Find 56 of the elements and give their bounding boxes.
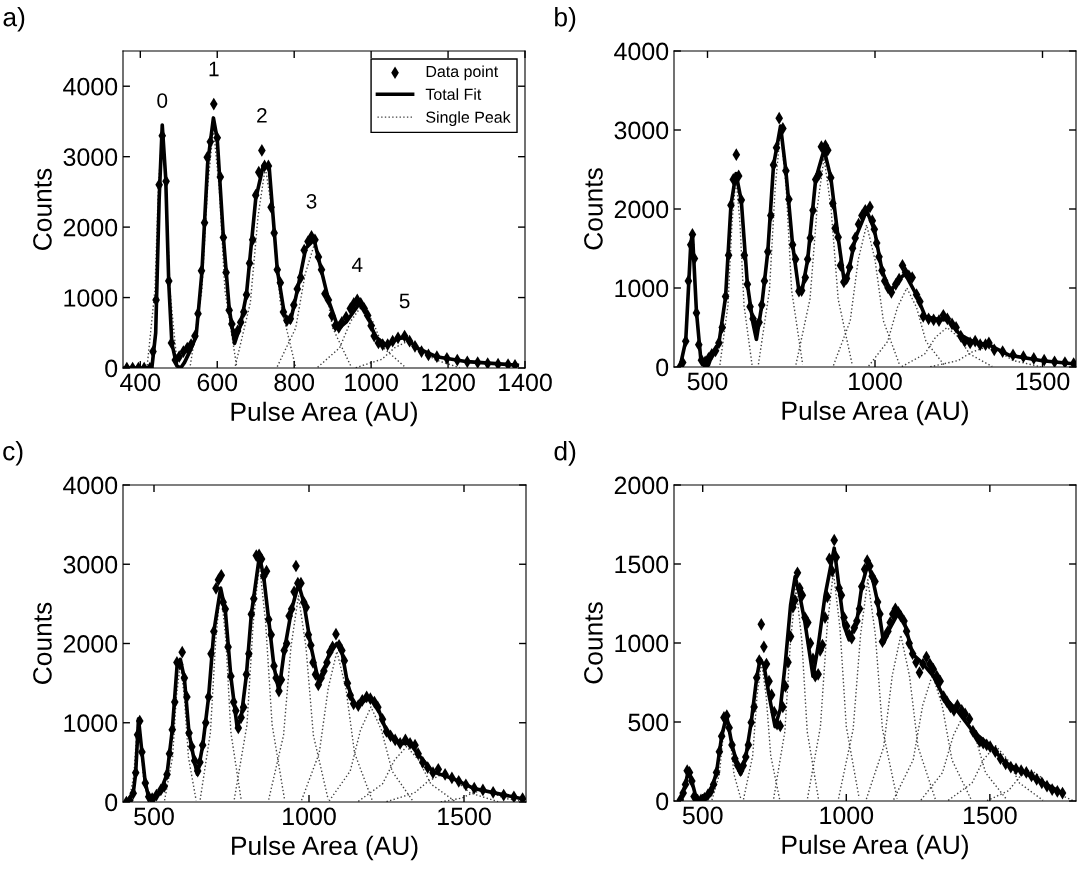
x-tick-label: 1000 — [345, 373, 398, 392]
y-tick-label: 0 — [105, 793, 118, 812]
y-tick-label: 0 — [105, 359, 118, 378]
x-tick-label: 1500 — [1016, 372, 1070, 391]
annotation: 2 — [257, 107, 267, 123]
annotation: 5 — [399, 293, 410, 309]
y-axis-title: Counts — [33, 168, 52, 250]
x-tick-label: 800 — [274, 373, 315, 392]
legend-label: Single Peak — [426, 111, 511, 127]
x-tick-label: 500 — [687, 372, 728, 391]
x-tick-label: 400 — [120, 373, 161, 392]
y-tick-label: 1000 — [64, 714, 118, 733]
x-tick-label: 1200 — [422, 373, 475, 392]
y-axis-title: Counts — [584, 602, 603, 684]
x-tick-label: 1500 — [438, 807, 491, 826]
y-tick-label: 0 — [656, 792, 669, 811]
y-tick-label: 1000 — [615, 634, 669, 653]
y-tick-label: 1000 — [615, 279, 669, 298]
y-axis-title: Counts — [584, 168, 603, 250]
x-tick-label: 1500 — [963, 806, 1017, 825]
y-tick-label: 0 — [656, 358, 669, 377]
y-tick-label: 2000 — [614, 476, 669, 495]
chart-title: a) — [3, 7, 25, 32]
x-tick-label: 1000 — [820, 806, 874, 825]
y-tick-label: 3000 — [614, 121, 669, 140]
legend-label: Total Fit — [425, 88, 482, 100]
y-tick-label: 3000 — [63, 148, 118, 166]
annotation: 4 — [351, 257, 363, 272]
x-tick-label: 500 — [682, 806, 723, 825]
y-tick-label: 1500 — [615, 555, 669, 574]
y-tick-label: 2000 — [63, 635, 118, 653]
y-tick-label: 4000 — [63, 77, 118, 96]
chart-title: b) — [555, 7, 576, 32]
y-tick-label: 4000 — [614, 42, 669, 61]
x-axis-title: Pulse Area (AU) — [232, 835, 418, 861]
x-axis-title: Pulse Area (AU) — [782, 834, 968, 860]
y-tick-label: 1000 — [64, 289, 118, 307]
x-tick-label: 1400 — [499, 373, 552, 392]
legend-label: Data point — [426, 65, 499, 81]
annotation: 1 — [209, 61, 219, 77]
y-tick-label: 2000 — [614, 200, 669, 219]
annotation: 3 — [306, 193, 317, 209]
y-axis-title: Counts — [33, 602, 52, 684]
x-axis-title: Pulse Area (AU) — [231, 401, 417, 427]
annotation: 0 — [157, 93, 168, 108]
y-tick-label: 500 — [628, 713, 669, 732]
y-tick-label: 2000 — [63, 218, 118, 237]
y-tick-label: 4000 — [63, 476, 118, 495]
x-tick-label: 600 — [197, 373, 238, 392]
x-tick-label: 1000 — [849, 372, 902, 391]
x-tick-label: 500 — [134, 807, 174, 826]
x-tick-label: 1000 — [283, 807, 336, 826]
x-axis-title: Pulse Area (AU) — [782, 400, 968, 426]
chart-title: d) — [554, 441, 576, 466]
y-tick-label: 3000 — [63, 555, 118, 574]
chart-title: c) — [3, 441, 23, 466]
